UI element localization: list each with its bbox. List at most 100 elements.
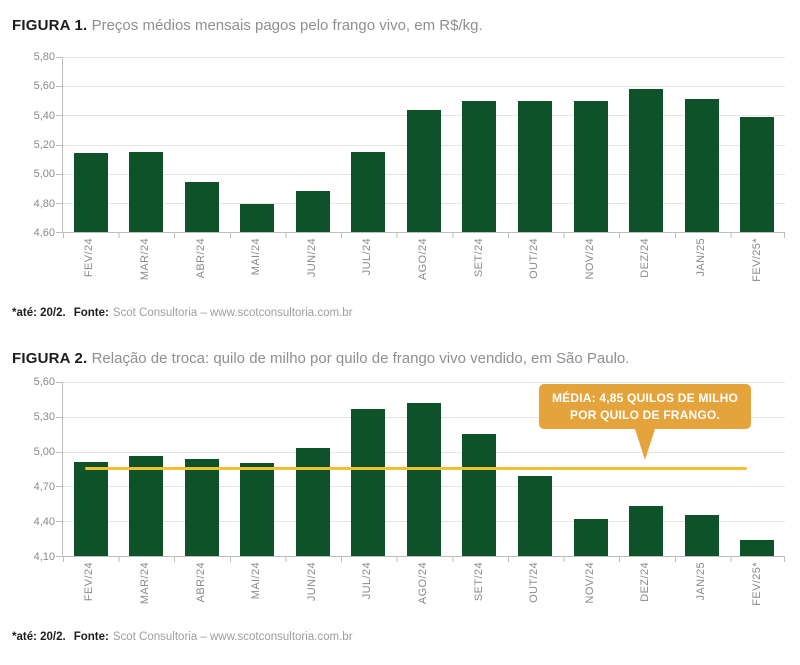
- x-tick-label-text: ABR/24: [194, 562, 207, 603]
- chart-2-bars: [63, 382, 785, 556]
- y-axis-tick: [56, 173, 62, 175]
- bar-cell: [119, 382, 175, 556]
- bar-cell: [341, 382, 397, 556]
- bar: [295, 191, 330, 232]
- x-tick-label: JUL/24: [340, 238, 396, 298]
- x-tick-label-text: JUN/24: [305, 238, 318, 278]
- source-label: Fonte:: [73, 307, 109, 319]
- x-tick-label-text: NOV/24: [583, 562, 596, 604]
- x-tick-label: DEZ/24: [618, 238, 674, 298]
- x-tick-label-text: MAI/24: [250, 562, 263, 600]
- figure-1-footnote: *até: 20/2. Fonte: Scot Consultoria – www.…: [12, 307, 800, 319]
- x-tick-label-text: JUL/24: [361, 562, 374, 600]
- bar-cell: [396, 382, 452, 556]
- bar: [740, 539, 775, 556]
- y-axis-tick: [56, 556, 62, 557]
- mean-line: [85, 467, 747, 470]
- bar-cell: [119, 57, 175, 232]
- bar-cell: [507, 57, 563, 232]
- x-tick-label: MAI/24: [229, 562, 285, 622]
- bar: [684, 515, 719, 556]
- bar: [129, 456, 164, 556]
- bar: [629, 89, 664, 232]
- chart-2: 5,60 5,30 5,00 4,70 4,40 4,10 MÉDIA: 4,85 QUI…: [12, 376, 800, 622]
- bar: [629, 506, 664, 556]
- y-axis-tick: [56, 451, 62, 453]
- bar: [684, 99, 719, 232]
- x-tick-label: AGO/24: [396, 562, 452, 622]
- x-tick-label-text: MAR/24: [138, 238, 151, 281]
- bar-cell: [729, 382, 785, 556]
- figure-1-title: FIGURA 1. Preços médios mensais pagos pe…: [12, 16, 800, 36]
- x-tick-label: JUL/24: [340, 562, 396, 622]
- bar-cell: [452, 382, 508, 556]
- x-tick-label: AGO/24: [396, 238, 452, 298]
- bar-cell: [396, 57, 452, 232]
- bar-cell: [452, 57, 508, 232]
- x-tick-label-text: ABR/24: [194, 238, 207, 279]
- x-tick-label: NOV/24: [562, 562, 618, 622]
- y-axis-tick: [56, 202, 62, 204]
- x-tick-label: MAR/24: [118, 238, 174, 298]
- footnote-asterisk-note: *até: 20/2.: [12, 631, 66, 643]
- figure-2-footnote: *até: 20/2. Fonte: Scot Consultoria – www.…: [12, 631, 800, 643]
- bar-cell: [63, 382, 119, 556]
- bar: [184, 458, 219, 556]
- x-tick-label: SET/24: [451, 562, 507, 622]
- bar: [518, 100, 553, 232]
- y-axis-tick: [56, 86, 62, 88]
- chart-2-y-axis: 5,60 5,30 5,00 4,70 4,40 4,10: [12, 376, 62, 563]
- bar: [73, 462, 108, 556]
- bar: [295, 448, 330, 556]
- chart-1-y-axis: 5,80 5,60 5,40 5,20 5,00 4,80 4,60: [12, 51, 62, 239]
- bar-cell: [729, 57, 785, 232]
- x-tick-label-text: JUN/24: [305, 562, 318, 602]
- bar-cell: [507, 382, 563, 556]
- y-tick-label: 4,70: [33, 481, 55, 493]
- chart-1: 5,80 5,60 5,40 5,20 5,00 4,80 4,60 FEV/24 MAR/2…: [12, 51, 800, 298]
- x-tick-label: FEV/24: [62, 238, 118, 298]
- bar-cell: [563, 57, 619, 232]
- bar-cell: [674, 382, 730, 556]
- bar: [462, 434, 497, 556]
- x-tick-label: FEV/25*: [729, 562, 785, 622]
- x-tick-label-text: NOV/24: [583, 238, 596, 280]
- x-tick-label-text: JUL/24: [361, 238, 374, 276]
- chart-1-bars: [63, 57, 785, 232]
- y-axis-tick: [56, 382, 62, 383]
- gridline: [63, 86, 785, 88]
- bar-cell: [674, 57, 730, 232]
- figure-2-title: FIGURA 2. Relação de troca: quilo de mil…: [12, 349, 800, 369]
- media-callout-line1: MÉDIA: 4,85 QUILOS DE MILHO: [551, 391, 739, 405]
- y-axis-tick: [56, 57, 62, 58]
- bar: [351, 408, 386, 556]
- y-tick-label: 5,20: [33, 139, 55, 151]
- bar-cell: [63, 57, 119, 232]
- figure-2-label: FIGURA 2.: [12, 350, 88, 367]
- x-tick-label: JAN/25: [674, 562, 730, 622]
- bar-cell: [618, 57, 674, 232]
- bar: [351, 151, 386, 232]
- bar: [462, 100, 497, 232]
- footnote-asterisk-note: *até: 20/2.: [12, 307, 66, 319]
- bar-cell: [563, 382, 619, 556]
- x-tick-label: SET/24: [451, 238, 507, 298]
- x-tick-label: MAR/24: [118, 562, 174, 622]
- figure-1: FIGURA 1. Preços médios mensais pagos pe…: [0, 0, 800, 319]
- bar-cell: [285, 382, 341, 556]
- gridline: [63, 382, 785, 383]
- y-tick-label: 5,60: [33, 80, 55, 93]
- x-tick-label: JAN/25: [674, 238, 730, 298]
- y-tick-label: 5,60: [33, 376, 55, 388]
- x-tick-label-text: SET/24: [472, 562, 485, 602]
- x-tick-label: JUN/24: [284, 238, 340, 298]
- x-tick-label: JUN/24: [284, 562, 340, 622]
- bar: [240, 204, 275, 232]
- figure-2: FIGURA 2. Relação de troca: quilo de mil…: [0, 349, 800, 643]
- x-tick-label-text: DEZ/24: [639, 238, 652, 278]
- x-tick-label: MAI/24: [229, 238, 285, 298]
- y-tick-label: 4,80: [33, 197, 55, 210]
- x-tick-label: FEV/24: [62, 562, 118, 622]
- figure-2-description: Relação de troca: quilo de milho por qui…: [91, 350, 630, 367]
- media-callout-line2: POR QUILO DE FRANGO.: [569, 408, 720, 422]
